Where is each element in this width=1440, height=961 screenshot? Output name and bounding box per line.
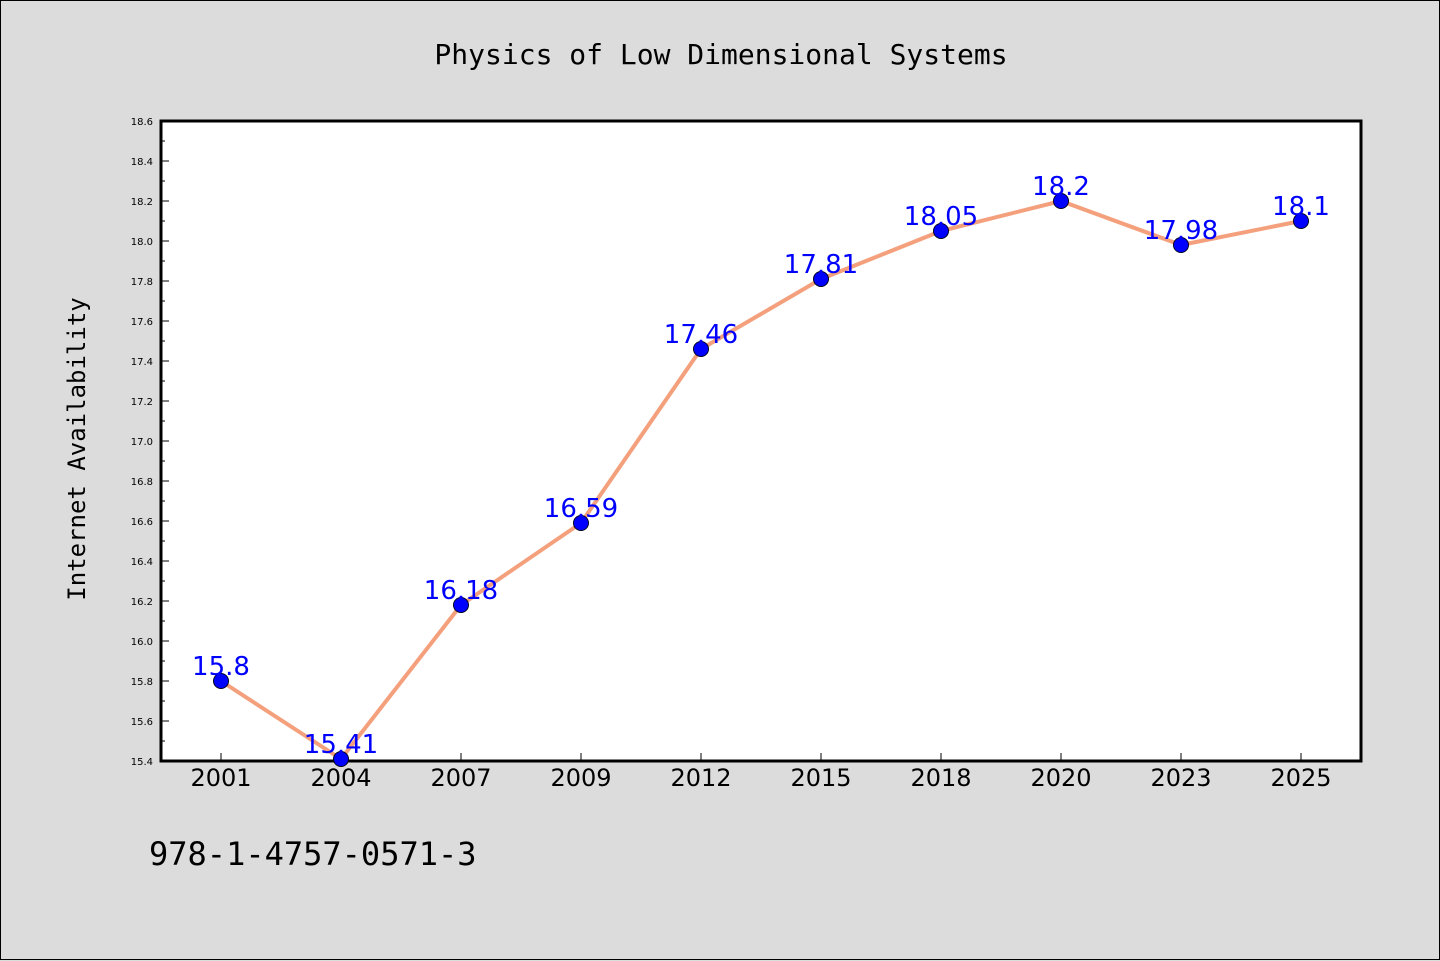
y-tick-label: 16.0 [131,637,153,648]
data-point [453,597,469,613]
data-label: 17.81 [784,250,858,280]
x-tick-label: 2020 [1030,764,1091,792]
x-tick-label: 2007 [430,764,491,792]
x-tick-label: 2004 [310,764,371,792]
data-label: 15.8 [192,652,250,682]
data-point [1053,193,1069,209]
data-label: 18.1 [1272,192,1330,222]
data-point [1293,213,1309,229]
y-tick-label: 17.8 [131,277,153,288]
data-labels: 15.8 15.41 16.18 16.59 17.46 17.81 18.05 18.2 17… [192,172,1330,760]
data-label: 15.41 [304,730,378,760]
y-tick-label: 15.4 [131,757,153,768]
data-point [333,751,349,767]
data-label: 17.98 [1144,216,1218,246]
y-tick-label: 17.4 [131,357,153,368]
y-tick-label: 18.2 [131,197,153,208]
data-point [813,271,829,287]
y-tick-label: 16.4 [131,557,153,568]
x-tick-label: 2023 [1150,764,1211,792]
x-tick-label: 2012 [670,764,731,792]
y-tick-label: 15.6 [131,717,153,728]
isbn-text: 978-1-4757-0571-3 [149,835,477,873]
data-label: 16.18 [424,576,498,606]
data-point [213,673,229,689]
y-tick-label: 15.8 [131,677,153,688]
data-label: 18.05 [904,202,978,232]
y-tick-label: 18.4 [131,157,153,168]
series-line [219,199,1303,761]
chart-title: Physics of Low Dimensional Systems [434,38,1007,71]
y-axis-ticks: 15.4 15.6 15.8 16.0 16.2 16.4 16.6 16.8 17.0 17.2… [131,117,169,768]
data-label: 18.2 [1032,172,1090,202]
data-point [693,341,709,357]
y-tick-label: 17.0 [131,437,153,448]
x-tick-label: 2018 [910,764,971,792]
data-label: 16.59 [544,494,618,524]
series-line-group [213,193,1309,767]
y-tick-label: 18.0 [131,237,153,248]
data-point [933,223,949,239]
y-tick-label: 17.6 [131,317,153,328]
y-axis-label: Internet Availability [63,297,91,600]
x-axis-ticks: 2001 2004 2007 2009 2012 2015 2018 2020 2023 2025 [190,753,1332,792]
x-tick-label: 2009 [550,764,611,792]
plot-area [159,119,1363,763]
data-point [1173,237,1189,253]
y-tick-label: 17.2 [131,397,153,408]
y-tick-label: 18.6 [131,117,153,128]
data-point [573,515,589,531]
data-label: 17.46 [664,320,738,350]
y-tick-label: 16.6 [131,517,153,528]
x-tick-label: 2001 [190,764,251,792]
y-tick-label: 16.2 [131,597,153,608]
y-tick-label: 16.8 [131,477,153,488]
x-tick-label: 2015 [790,764,851,792]
x-tick-label: 2025 [1270,764,1331,792]
